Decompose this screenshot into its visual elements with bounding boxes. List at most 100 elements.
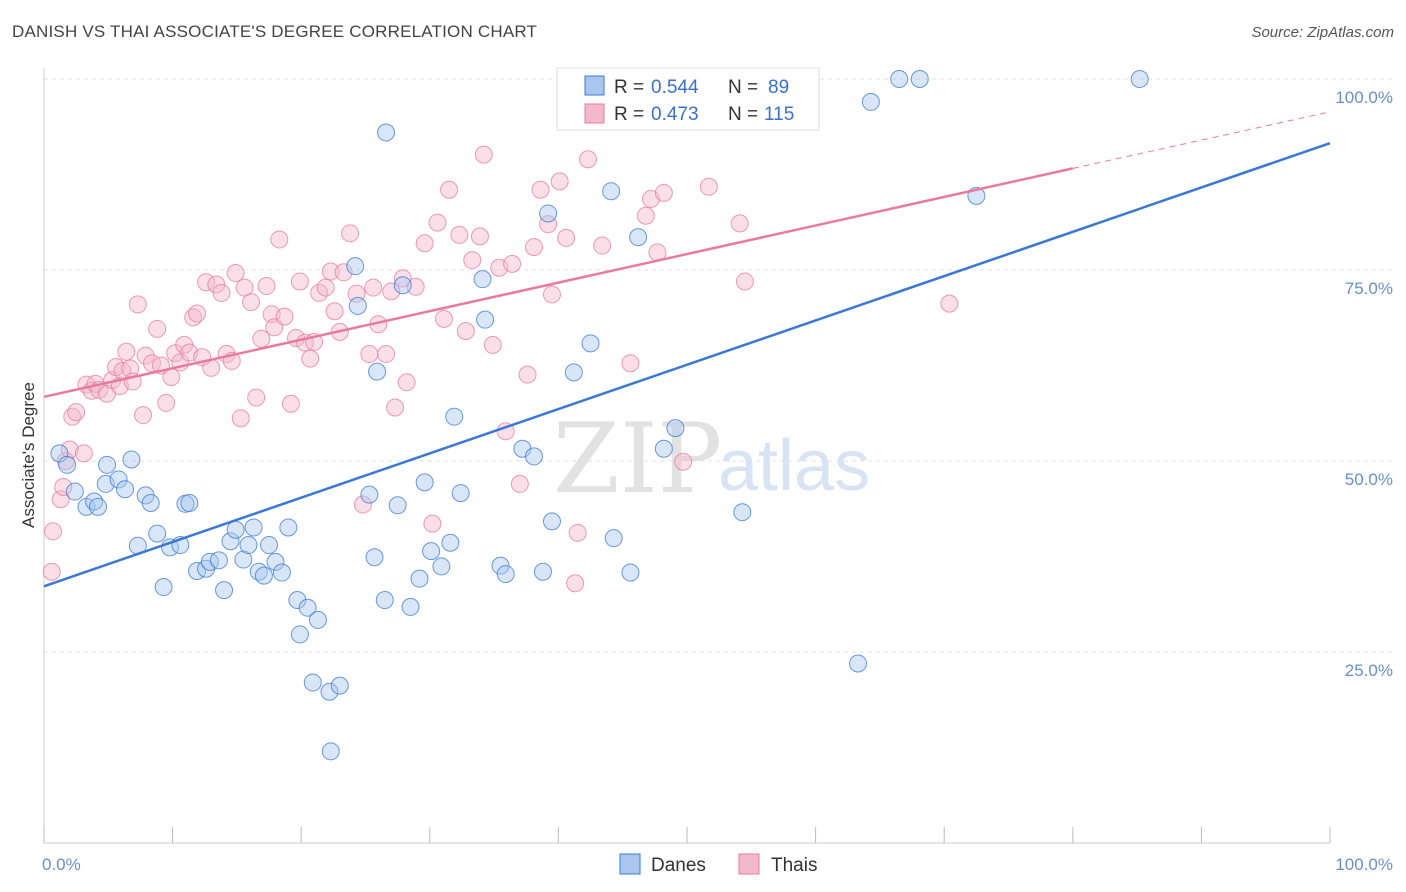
danes-point [666, 419, 685, 438]
thais-point [735, 272, 754, 291]
danes-point [602, 182, 621, 201]
thais-point [636, 206, 655, 225]
thais-point [593, 236, 612, 255]
thais-point [382, 282, 401, 301]
danes-point [98, 455, 117, 474]
danes-point [377, 123, 396, 142]
danes-point [539, 204, 558, 223]
danes-point [401, 597, 420, 616]
thais-point [423, 514, 442, 533]
thais-point [440, 180, 459, 199]
thais-point [157, 393, 176, 412]
thais-point [334, 263, 353, 282]
danes-point [365, 548, 384, 567]
source-label: Source: ZipAtlas.com [1251, 24, 1394, 41]
danes-point [629, 228, 648, 247]
thais-point [316, 278, 335, 297]
danes-point [445, 407, 464, 426]
thais-point [550, 172, 569, 191]
thais-point [377, 345, 396, 364]
danes-point [290, 625, 309, 644]
danes-point [581, 334, 600, 353]
danes-point [89, 497, 108, 516]
thais-point [60, 440, 79, 459]
danes-point [239, 536, 258, 555]
thais-point [542, 285, 561, 304]
thais-point [470, 227, 489, 246]
thais-point [128, 295, 147, 314]
danes-point [320, 682, 339, 701]
thais-point [275, 307, 294, 326]
danes-point [215, 581, 234, 600]
danes-point [154, 578, 173, 597]
thais-points [42, 145, 959, 593]
danes-point [476, 310, 495, 329]
thais-point [531, 180, 550, 199]
legend-thais-n-label: N = [728, 104, 758, 125]
bottom-legend-swatch-danes [619, 853, 641, 875]
danes-point [298, 598, 317, 617]
thais-point [212, 283, 231, 302]
danes-point [524, 447, 543, 466]
thais-point [474, 145, 493, 164]
danes-point [451, 484, 470, 503]
thais-point [207, 275, 226, 294]
danes-point [491, 556, 510, 575]
danes-point [496, 565, 515, 584]
thais-point [463, 251, 482, 270]
danes-point [890, 70, 909, 88]
thais-point [434, 309, 453, 328]
thais-point [231, 409, 250, 428]
danes-point [422, 542, 441, 561]
thais-point [386, 398, 405, 417]
thais-point [578, 150, 597, 169]
y-tick-labels: 100.0% 75.0% 50.0% 25.0% [1335, 88, 1393, 680]
danes-point [234, 550, 253, 569]
y-tick-label: 75.0% [1345, 279, 1393, 298]
legend-thais-r-label: R = [614, 104, 644, 125]
chart-title: DANISH VS THAI ASSOCIATE'S DEGREE CORREL… [12, 22, 538, 41]
y-tick-label: 50.0% [1345, 470, 1393, 489]
thais-point [74, 444, 93, 463]
danes-point [621, 563, 640, 582]
bottom-legend-thais: Thais [771, 855, 817, 876]
danes-point [141, 494, 160, 513]
thais-trend-line [43, 167, 1074, 399]
legend: R = 0.544 N = 89 R = 0.473 N = 115 [556, 67, 820, 131]
danes-point [542, 512, 561, 531]
thais-point [428, 213, 447, 232]
thais-point [456, 322, 475, 341]
danes-point [410, 569, 429, 588]
danes-point [375, 591, 394, 610]
thais-point [406, 277, 425, 296]
y-tick-label: 25.0% [1345, 661, 1393, 680]
danes-point [58, 455, 77, 474]
thais-point [67, 403, 86, 422]
y-axis-label: Associate's Degree [19, 382, 38, 528]
danes-point [861, 92, 880, 111]
danes-point [321, 742, 340, 761]
thais-point [44, 522, 63, 541]
thais-point [341, 224, 360, 243]
danes-point [393, 276, 412, 295]
danes-point [308, 610, 327, 629]
thais-point [226, 264, 245, 283]
danes-point [849, 654, 868, 673]
thais-point [393, 269, 412, 288]
danes-point [109, 470, 128, 489]
danes-point [910, 70, 929, 88]
danes-point [209, 551, 228, 570]
thais-point [674, 452, 693, 471]
thais-point [134, 406, 153, 425]
thais-point [290, 272, 309, 291]
thais-point [321, 262, 340, 281]
danes-point [65, 482, 84, 501]
danes-point [254, 566, 273, 585]
thais-point [539, 215, 558, 234]
thais-point [397, 373, 416, 392]
thais-point [257, 277, 276, 296]
grid-lines [44, 78, 1392, 653]
danes-point [533, 562, 552, 581]
danes-point [200, 552, 219, 571]
